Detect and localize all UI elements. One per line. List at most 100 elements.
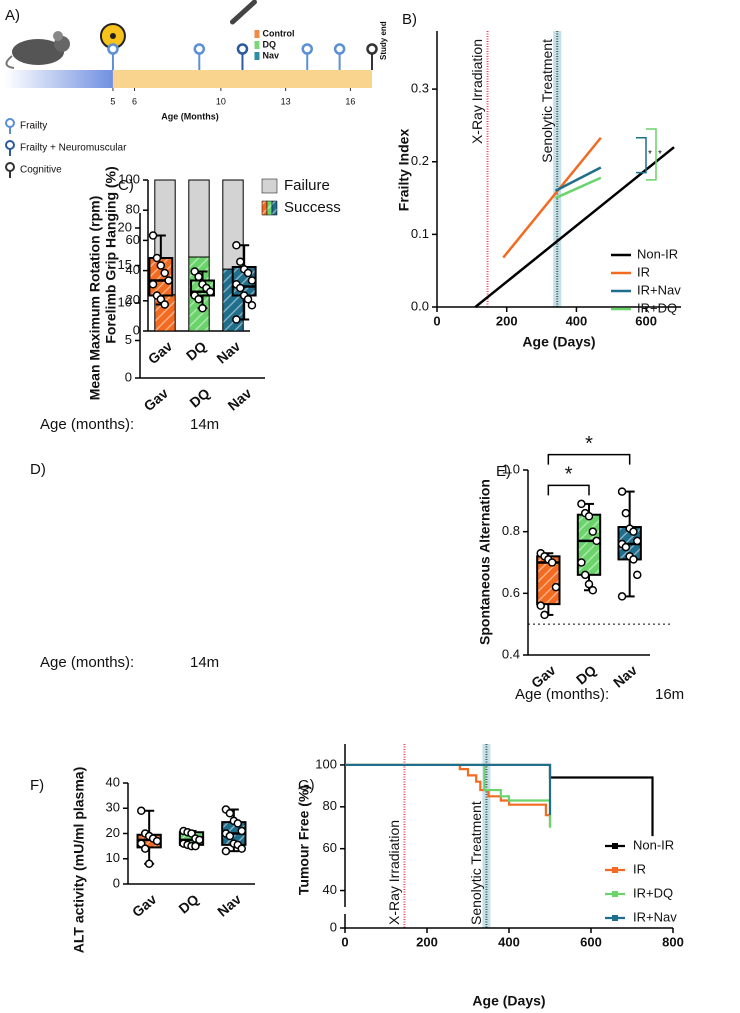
data-point xyxy=(206,287,215,296)
x-tick-label: Gav xyxy=(141,385,172,414)
legend-marker xyxy=(612,891,618,897)
data-point xyxy=(592,536,601,546)
annotation-text: Senolytic Treatment xyxy=(539,39,555,163)
legend-text: Frailty + Neuromuscular xyxy=(20,143,127,154)
age-value: 14m xyxy=(190,654,219,671)
x-tick-label: DQ xyxy=(175,891,201,917)
data-point xyxy=(577,558,586,567)
x-tick-label: Gav xyxy=(145,338,176,367)
significance-bracket xyxy=(547,484,590,496)
annotation-text: Senolytic Treatment xyxy=(468,801,484,925)
x-axis-label: Age (Months) xyxy=(161,111,219,121)
y-tick-label: 0.0 xyxy=(411,298,429,313)
y-tick-label: 5 xyxy=(125,332,132,347)
legend-text: Failure xyxy=(284,177,330,194)
panel-label: E) xyxy=(496,463,511,480)
y-tick-label: 1.0 xyxy=(502,461,520,476)
x-tick-label: 400 xyxy=(498,934,520,949)
legend-marker xyxy=(612,867,618,873)
panel-label: F) xyxy=(30,777,44,794)
legend-text: IR+DQ xyxy=(633,885,673,900)
legend-text: IR+Nav xyxy=(637,282,681,297)
pin-head xyxy=(107,43,119,55)
data-point xyxy=(152,836,162,846)
legend-text: Frailty xyxy=(20,121,47,132)
survival-curve xyxy=(345,763,552,828)
panel-label: B) xyxy=(402,11,417,28)
data-point xyxy=(633,570,642,580)
y-tick-label: 0.8 xyxy=(502,523,520,538)
data-point xyxy=(194,295,203,304)
x-tick-label: Nav xyxy=(225,385,255,414)
y-tick-label: 40 xyxy=(323,882,337,897)
bracket xyxy=(636,137,647,174)
legend-text: Success xyxy=(284,199,341,216)
survival-curve xyxy=(345,763,552,826)
legend-text: Nav xyxy=(262,50,279,60)
x-tick-label: Nav xyxy=(214,891,244,920)
significance: * xyxy=(565,464,573,486)
y-tick-label: 10 xyxy=(106,850,120,865)
y-tick-label: 15 xyxy=(118,257,132,272)
y-tick-label: 0.6 xyxy=(502,585,520,600)
y-tick-label: 60 xyxy=(323,840,337,855)
y-axis-label: ALT activity (mU/ml plasma) xyxy=(71,767,87,953)
pin-head xyxy=(366,43,378,55)
bracket xyxy=(646,128,657,181)
x-tick-label: 400 xyxy=(566,313,588,328)
data-point xyxy=(633,536,642,546)
y-tick-label: 100 xyxy=(315,756,337,771)
treatment-band xyxy=(482,744,491,928)
age-label: Age (months): xyxy=(40,416,134,433)
pin-head xyxy=(193,43,206,55)
data-point xyxy=(547,558,557,567)
data-point xyxy=(247,301,257,310)
pin-head xyxy=(301,43,313,55)
data-point xyxy=(617,487,627,496)
age-label: Age (months): xyxy=(515,686,609,703)
data-point xyxy=(164,276,173,285)
data-point xyxy=(195,835,204,845)
data-point xyxy=(629,555,638,564)
legend-text: DQ xyxy=(262,39,276,49)
data-point xyxy=(617,592,627,601)
y-tick-label: 20 xyxy=(106,825,120,840)
data-point xyxy=(236,283,245,293)
y-tick-label: 0.3 xyxy=(411,81,429,96)
legend-swatch xyxy=(254,41,260,49)
data-point xyxy=(148,231,158,240)
y-tick-label: 0.4 xyxy=(502,646,520,661)
age-value: 14m xyxy=(190,416,219,433)
data-point xyxy=(160,300,169,309)
bar-segment xyxy=(188,179,210,258)
y-axis-label: Tumour Free (%) xyxy=(296,785,312,895)
data-point xyxy=(191,841,200,851)
assessment-pin xyxy=(301,43,313,70)
data-point xyxy=(198,304,207,313)
panel-label: A) xyxy=(5,7,20,24)
legend-text: IR+Nav xyxy=(633,909,677,924)
age-value: 16m xyxy=(655,686,684,703)
x-tick-label: 16 xyxy=(345,96,355,106)
legend-text: IR xyxy=(633,861,646,876)
data-point xyxy=(247,276,257,285)
data-point xyxy=(232,315,241,324)
mouse-icon xyxy=(5,31,70,69)
series-line xyxy=(555,176,602,200)
legend-marker xyxy=(612,843,618,849)
y-tick-label: 80 xyxy=(126,202,140,217)
y-tick-label: 0 xyxy=(125,369,132,384)
y-tick-label: 0.2 xyxy=(411,153,429,168)
y-tick-label: 80 xyxy=(323,798,337,813)
data-point xyxy=(243,268,253,278)
data-point xyxy=(221,846,231,856)
data-point xyxy=(588,586,598,595)
x-tick-label: 600 xyxy=(635,313,657,328)
survival-curve xyxy=(345,763,552,816)
y-tick-label: 0 xyxy=(133,322,140,337)
data-point xyxy=(621,542,631,552)
y-tick-label: 0 xyxy=(330,919,337,934)
panel-label: C) xyxy=(118,177,134,194)
data-point xyxy=(237,826,246,836)
